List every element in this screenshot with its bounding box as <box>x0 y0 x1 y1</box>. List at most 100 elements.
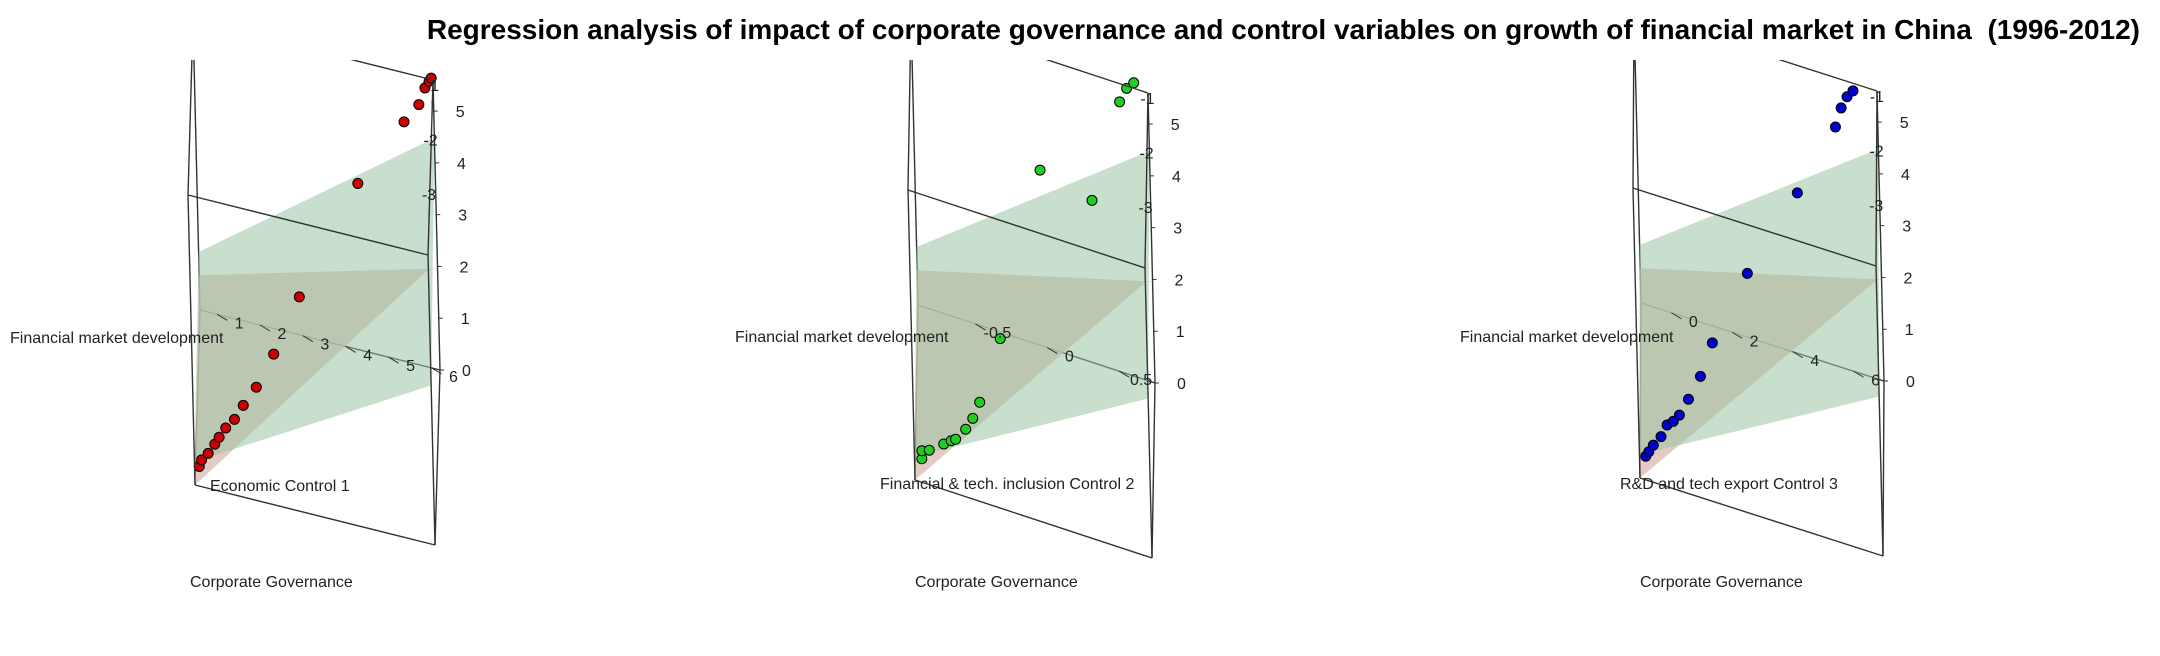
z-tick-label: 1 <box>1905 322 1914 339</box>
x-tick <box>1118 370 1130 378</box>
data-point <box>1114 96 1126 108</box>
box-edge-front-left-vertical <box>187 194 196 486</box>
y-tick-label: -2 <box>1869 144 1883 161</box>
scatter3d-control-1: 0 1 2 3 4 5 1 2 3 4 5 6 -3 -2 -1 Financial market devel… <box>10 60 471 591</box>
y-tick-label: -2 <box>423 133 437 150</box>
data-point <box>413 99 425 111</box>
data-point <box>950 433 962 445</box>
chart-title: Regression analysis of impact of corpora… <box>0 14 2160 46</box>
x-tick <box>259 324 271 332</box>
y-axis-label: Corporate Governance <box>1640 574 1803 591</box>
y-tick-label: -1 <box>425 78 439 95</box>
scatter3d-control-2: 0 1 2 3 4 5 -0.5 0 0.5 -3 -2 -1 Financial market dev… <box>735 60 1186 591</box>
data-point <box>1655 431 1667 443</box>
z-tick-label: 2 <box>460 259 469 276</box>
box-edge-top-front <box>1632 187 1877 267</box>
box-edge-top-left <box>187 60 193 196</box>
box-edge-back-right-vertical <box>432 79 441 371</box>
regression-plane-2 <box>194 138 435 462</box>
z-tick-label: 4 <box>1901 167 1910 184</box>
data-point <box>960 423 972 435</box>
x-tick-label: 3 <box>320 337 329 354</box>
x-tick-label: 6 <box>449 369 458 386</box>
box-edge-back-right-vertical <box>1147 92 1156 384</box>
box-edge-top-left <box>1632 60 1635 189</box>
z-tick-label: 1 <box>461 311 470 328</box>
box-edge-top-back <box>1778 60 1878 92</box>
data-point <box>1673 409 1685 421</box>
box-edge-top-front <box>907 189 1146 269</box>
data-point <box>923 444 935 456</box>
data-point <box>196 454 208 466</box>
box-edge-back-right-vertical <box>1876 90 1885 382</box>
data-point <box>352 177 364 189</box>
z-tick-label: 5 <box>456 104 465 121</box>
x-tick <box>216 313 228 321</box>
scatter3d-control-3: 0 1 2 3 4 5 0 2 4 6 -3 -2 -1 Financial market develop… <box>1460 60 1915 591</box>
box-edge-top-front <box>187 194 429 256</box>
y-tick-label: -1 <box>1140 91 1154 108</box>
z-tick-label: 0 <box>1906 374 1915 391</box>
box-edge-top-back <box>1045 60 1149 94</box>
data-point <box>1791 187 1803 199</box>
chart-title-years: (1996-2012) <box>1987 14 2140 45</box>
data-point <box>1706 337 1718 349</box>
data-point <box>1835 102 1847 114</box>
x-tick <box>1792 351 1804 359</box>
z-axis-label: Financial market development <box>10 330 224 347</box>
z-tick-label: 0 <box>462 363 471 380</box>
data-point <box>220 422 232 434</box>
y-tick-label: -1 <box>1870 89 1884 106</box>
z-tick-label: 4 <box>457 156 466 173</box>
z-tick-label: 3 <box>1173 221 1182 238</box>
data-point <box>293 291 305 303</box>
panel-control-2: 0 1 2 3 4 5 -0.5 0 0.5 -3 -2 -1 Financial market dev… <box>720 60 1440 656</box>
z-axis-label: Financial market development <box>1460 329 1674 346</box>
x-tick <box>1047 347 1058 354</box>
x-tick-label: 4 <box>1810 353 1819 370</box>
x-tick-label: 6 <box>1871 372 1880 389</box>
box-edge-front-floor-x <box>194 484 436 546</box>
regression-plane-2 <box>1639 149 1880 455</box>
panel-control-1: 0 1 2 3 4 5 1 2 3 4 5 6 -3 -2 -1 Financial market devel… <box>0 60 720 656</box>
x-tick <box>1671 312 1682 320</box>
box-edge-front-left-vertical <box>1632 187 1641 479</box>
x-tick-label: 0 <box>1065 349 1074 366</box>
x-tick-label: 4 <box>363 347 372 364</box>
data-point <box>1741 267 1753 279</box>
x-tick-label: -0.5 <box>984 325 1012 342</box>
data-point <box>250 381 262 393</box>
x-tick <box>431 367 442 375</box>
data-point <box>1086 194 1098 206</box>
y-tick-label: -3 <box>1138 200 1152 217</box>
data-point <box>213 431 225 443</box>
data-point <box>994 333 1006 345</box>
data-point <box>1682 393 1694 405</box>
x-tick <box>345 345 356 353</box>
data-point <box>1647 439 1659 451</box>
x-tick-label: 2 <box>1750 333 1759 350</box>
y-axis-label: Corporate Governance <box>190 574 353 591</box>
x-tick <box>302 335 314 343</box>
z-tick-label: 1 <box>1176 324 1185 341</box>
y-tick-label: -3 <box>1869 198 1883 215</box>
x-tick <box>1731 331 1743 339</box>
data-point <box>1128 77 1140 89</box>
data-point <box>967 412 979 424</box>
data-point <box>237 399 249 411</box>
x-axis-label: Economic Control 1 <box>210 478 350 495</box>
box-edge-front-left-vertical <box>907 189 916 481</box>
box-edge-front-floor-y <box>1151 382 1156 559</box>
data-point <box>228 413 240 425</box>
y-axis-label: Corporate Governance <box>915 574 1078 591</box>
x-axis-label: Financial & tech. inclusion Control 2 <box>880 476 1134 493</box>
x-tick-label: 0.5 <box>1130 372 1152 389</box>
box-edge-front-floor-y <box>434 369 441 546</box>
data-point <box>398 116 410 128</box>
data-point <box>974 396 986 408</box>
z-tick-label: 0 <box>1177 376 1186 393</box>
box-edge-front-floor-x <box>1639 477 1884 557</box>
y-tick-label: -3 <box>422 187 436 204</box>
box-edge-front-floor-x <box>914 479 1153 559</box>
z-tick-label: 5 <box>1171 117 1180 134</box>
